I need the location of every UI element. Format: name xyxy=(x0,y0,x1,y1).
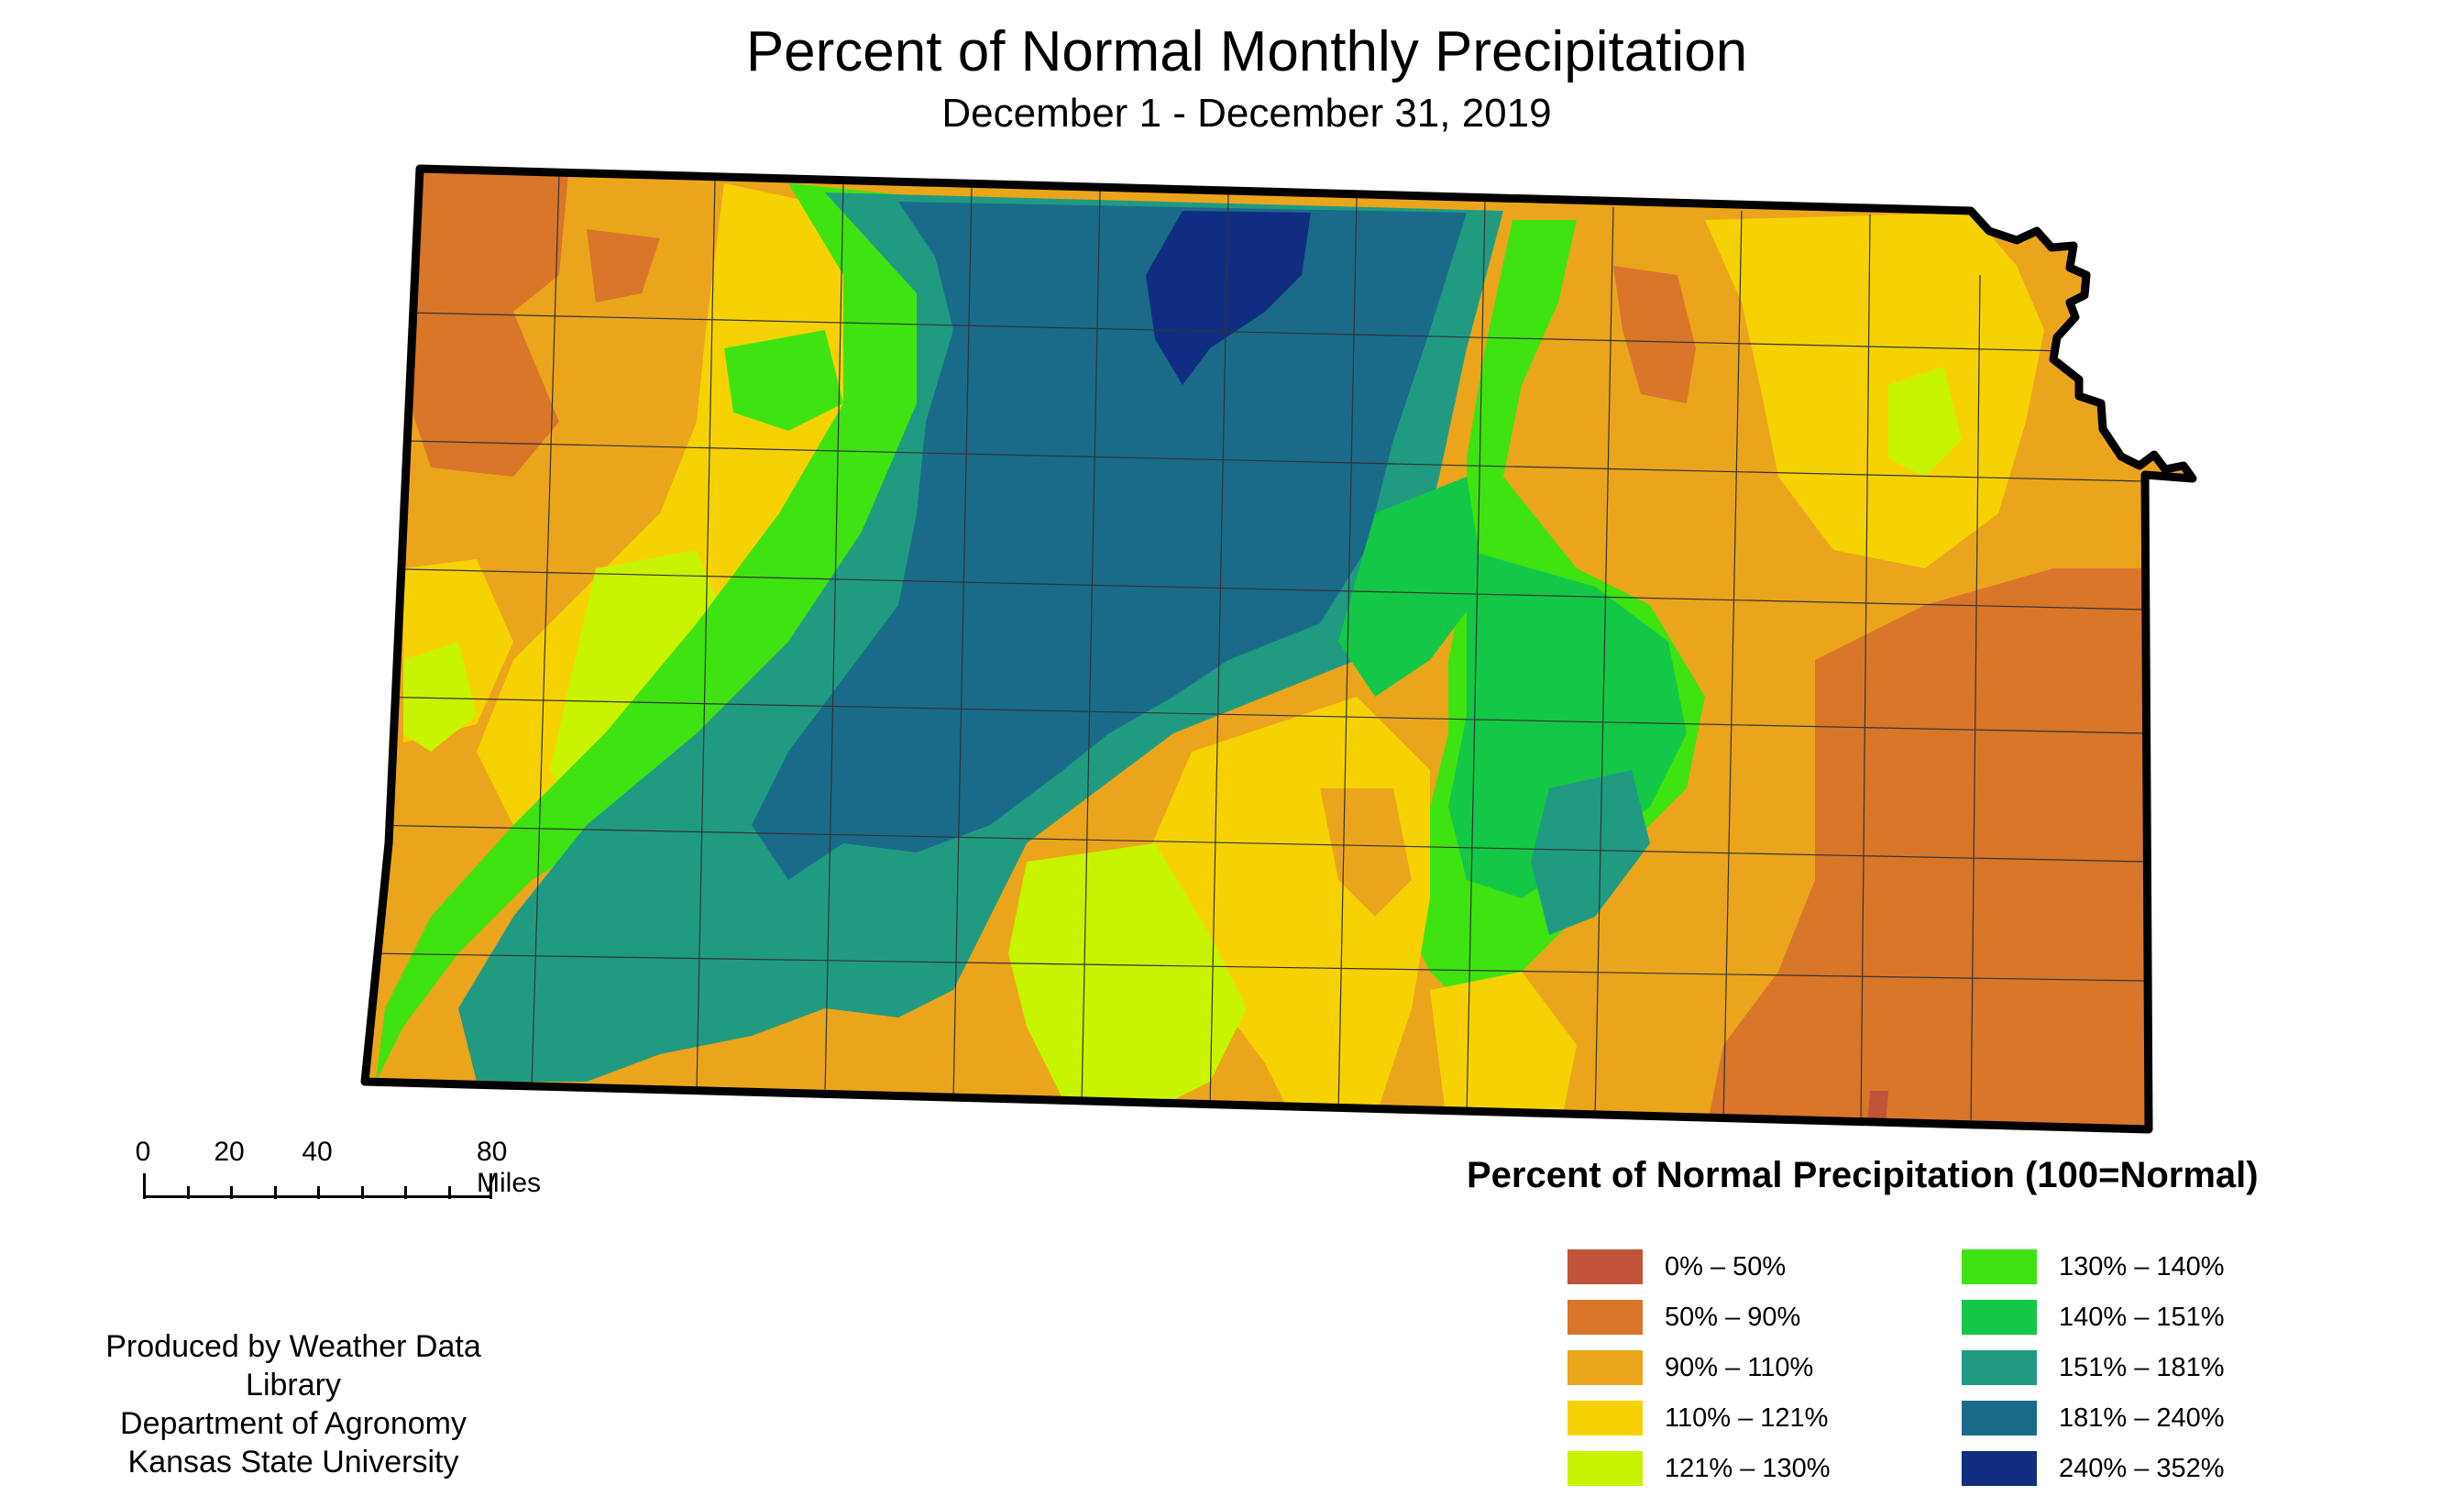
credit-line-2: Department of Agronomy xyxy=(120,1406,467,1441)
scale-tick xyxy=(448,1186,451,1199)
credit-line-3: Kansas State University xyxy=(127,1445,459,1480)
legend-item: 181% – 240% xyxy=(1962,1400,2225,1436)
legend-title: Percent of Normal Precipitation (100=Nor… xyxy=(1467,1155,2259,1195)
legend-item: 0% – 50% xyxy=(1568,1248,1786,1285)
zone-0-50-patch xyxy=(1866,1091,1888,1129)
legend-item: 50% – 90% xyxy=(1568,1299,1800,1336)
legend-swatch xyxy=(1962,1451,2037,1486)
scale-tick xyxy=(274,1186,277,1199)
scale-tick xyxy=(230,1186,233,1199)
zone-240-352 xyxy=(1146,211,1311,385)
zone-50-90-southeast xyxy=(1705,568,2154,1129)
map-title: Percent of Normal Monthly Precipitation xyxy=(745,20,1748,83)
scale-tick xyxy=(404,1186,407,1199)
zone-130-140-west-patch xyxy=(724,330,843,431)
scale-tick xyxy=(143,1173,146,1199)
zone-130-140-west-band xyxy=(376,183,972,1082)
legend-swatch xyxy=(1962,1401,2037,1436)
legend-label: 151% – 181% xyxy=(2059,1353,2225,1382)
precipitation-zones xyxy=(365,169,2193,1129)
zone-121-130-west-edge xyxy=(403,642,477,752)
legend-swatch xyxy=(1962,1249,2037,1284)
map-subtitle: December 1 - December 31, 2019 xyxy=(941,91,1552,136)
legend-item: 121% – 130% xyxy=(1568,1450,1831,1487)
legend-label: 0% – 50% xyxy=(1665,1252,1787,1282)
zone-50-90-northwest xyxy=(403,169,568,477)
scale-label-80-miles: 80 Miles xyxy=(477,1137,542,1198)
zone-121-130-northeast xyxy=(1888,367,1962,477)
legend-swatch xyxy=(1568,1401,1643,1436)
legend-swatch xyxy=(1962,1300,2037,1335)
zone-50-90-northeast-patch xyxy=(1613,266,1696,403)
zone-181-240-core xyxy=(752,202,1467,880)
scale-label-0: 0 xyxy=(135,1137,151,1167)
scale-tick xyxy=(317,1186,320,1199)
zone-151-181-east-patch xyxy=(1531,770,1650,935)
county-grid xyxy=(366,173,2146,1128)
legend-item: 140% – 151% xyxy=(1962,1299,2225,1336)
kansas-outline xyxy=(360,164,2197,1134)
zone-110-121-northeast xyxy=(1705,213,2044,568)
legend-swatch xyxy=(1568,1451,1643,1486)
legend-label: 140% – 151% xyxy=(2059,1303,2225,1332)
legend-label: 50% – 90% xyxy=(1665,1303,1801,1332)
scale-tick xyxy=(361,1186,364,1199)
scale-tick xyxy=(490,1173,492,1199)
legend-label: 90% – 110% xyxy=(1665,1353,1814,1382)
legend-item: 130% – 140% xyxy=(1962,1248,2225,1285)
zone-121-130-south-central xyxy=(1008,843,1247,1118)
legend-swatch xyxy=(1962,1350,2037,1385)
legend-item: 151% – 181% xyxy=(1962,1349,2225,1386)
legend-label: 110% – 121% xyxy=(1665,1403,1829,1433)
legend-swatch xyxy=(1568,1249,1643,1284)
scale-bar: 0 20 40 80 Miles xyxy=(135,1137,541,1210)
legend-item: 90% – 110% xyxy=(1568,1349,1813,1386)
legend-label: 181% – 240% xyxy=(2059,1403,2225,1433)
credit-line-1: Produced by Weather Data Library xyxy=(105,1329,481,1402)
zone-140-151-central xyxy=(1338,477,1485,697)
scale-tick xyxy=(187,1186,190,1199)
legend-item: 240% – 352% xyxy=(1962,1450,2225,1487)
legend-label: 130% – 140% xyxy=(2059,1252,2225,1282)
legend-label: 240% – 352% xyxy=(2059,1454,2225,1483)
zone-50-90-northwest-patch xyxy=(587,229,660,302)
legend-swatch xyxy=(1568,1350,1643,1385)
legend: 0% – 50% 50% – 90% 90% – 110% 110% – 121… xyxy=(1568,1248,2319,1487)
legend-label: 121% – 130% xyxy=(1665,1454,1831,1483)
legend-swatch xyxy=(1568,1300,1643,1335)
credit-block: Produced by Weather Data Library Departm… xyxy=(55,1327,532,1481)
kansas-precipitation-map xyxy=(360,164,2197,1134)
legend-item: 110% – 121% xyxy=(1568,1400,1828,1436)
scale-label-20: 20 xyxy=(214,1137,245,1167)
scale-label-40: 40 xyxy=(302,1137,333,1167)
